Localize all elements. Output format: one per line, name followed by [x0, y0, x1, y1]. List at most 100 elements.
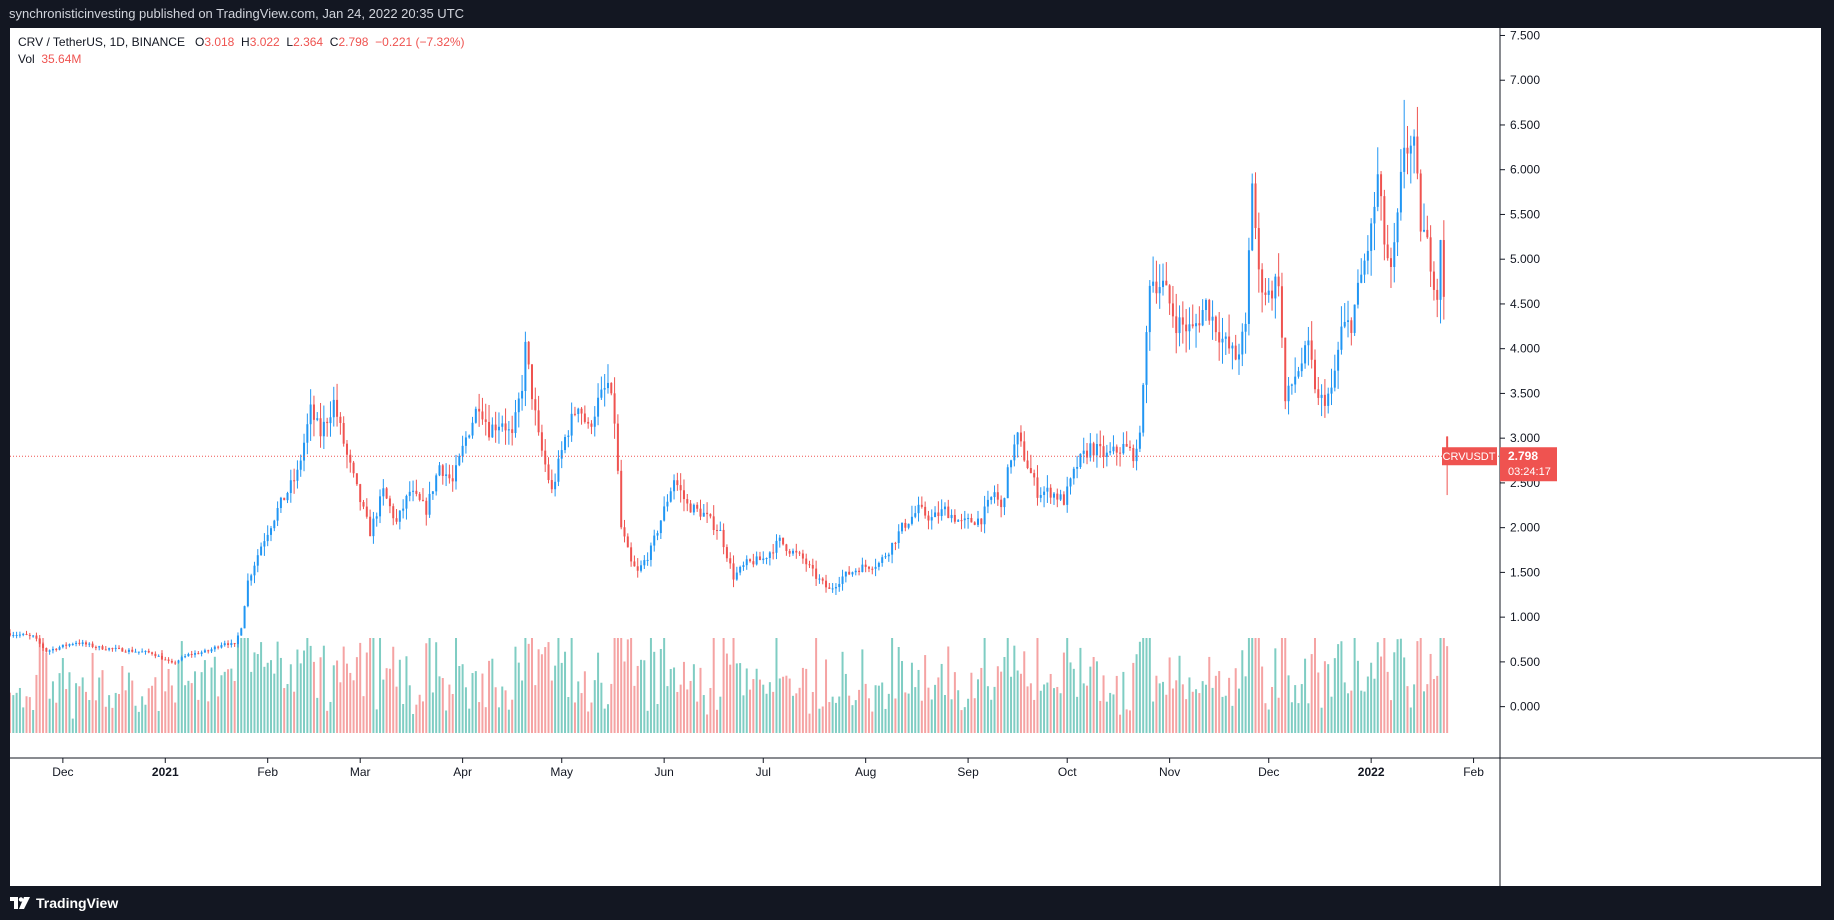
candle-body	[1330, 387, 1333, 394]
candle-body	[236, 635, 239, 645]
volume-bar	[1426, 684, 1429, 733]
volume-bar	[55, 702, 58, 733]
y-tick-label: 7.500	[1510, 28, 1540, 42]
volume-bar	[1132, 662, 1135, 733]
candle-body	[758, 556, 761, 561]
candle-body	[303, 442, 306, 461]
candle-body	[1297, 371, 1300, 377]
volume-bar	[1406, 686, 1409, 733]
volume-bar	[1099, 700, 1102, 733]
volume-bar	[402, 704, 405, 733]
candle-body	[818, 578, 821, 580]
y-tick-label: 6.000	[1510, 163, 1540, 177]
volume-bar	[867, 698, 870, 733]
candle-body	[438, 465, 441, 476]
candle-body	[825, 580, 828, 588]
volume-bar	[160, 650, 163, 733]
volume-bar	[540, 654, 543, 733]
candle-body	[256, 555, 259, 566]
candle-body	[653, 535, 656, 546]
volume-bar	[722, 638, 725, 733]
chart-frame[interactable]: 7.500 7.000 6.500 6.000 5.500 5.000 4.500 4.000…	[10, 28, 1821, 886]
volume-bar	[448, 684, 451, 733]
volume-bar	[504, 690, 507, 733]
candle-body	[577, 408, 580, 415]
candle-body	[1393, 242, 1396, 267]
candle-body	[1135, 448, 1138, 462]
candle-body	[468, 435, 471, 438]
candle-body	[48, 650, 51, 652]
candle-body	[461, 445, 464, 457]
volume-bar	[392, 646, 395, 733]
y-tick-label: 1.000	[1510, 610, 1540, 624]
candle-body	[914, 513, 917, 517]
volume-bar	[408, 685, 411, 733]
candle-body	[1033, 473, 1036, 478]
volume-bar	[51, 681, 54, 733]
candle-body	[81, 642, 84, 644]
candle-body	[1000, 499, 1003, 508]
candle-body	[18, 634, 21, 636]
volume-bar	[184, 685, 187, 733]
candle-body	[567, 435, 570, 438]
candle-body	[910, 516, 913, 524]
volume-bar	[418, 694, 421, 733]
volume-label[interactable]: Vol	[18, 52, 35, 66]
symbol-label[interactable]: CRV / TetherUS, 1D, BINANCE	[18, 35, 185, 49]
volume-bar	[299, 663, 302, 733]
candle-body	[1350, 320, 1353, 333]
volume-bar	[1003, 656, 1006, 733]
volume-bar	[1043, 684, 1046, 733]
volume-bar	[1310, 654, 1313, 733]
candle-body	[435, 475, 438, 492]
candle-body	[1125, 443, 1128, 447]
volume-bar	[293, 691, 296, 733]
candle-body	[973, 522, 976, 525]
volume-bar	[1138, 641, 1141, 733]
volume-bar	[1208, 656, 1211, 733]
candle-body	[894, 542, 897, 544]
candle-body	[1066, 486, 1069, 505]
volume-bar	[1432, 679, 1435, 733]
candle-body	[279, 497, 282, 509]
candle-body	[990, 497, 993, 500]
volume-bar	[1396, 639, 1399, 733]
volume-bar	[491, 658, 494, 733]
tradingview-logo[interactable]: TradingView	[10, 895, 118, 911]
candle-body	[540, 432, 543, 451]
volume-bar	[616, 638, 619, 733]
volume-bar	[1347, 693, 1350, 733]
candle-body	[1323, 394, 1326, 406]
volume-bar	[1016, 670, 1019, 733]
volume-bar	[289, 664, 292, 733]
volume-bar	[1095, 661, 1098, 733]
candle-body	[51, 648, 54, 651]
symbol-tag-text: CRVUSDT	[1443, 451, 1496, 463]
candle-body	[428, 493, 431, 515]
volume-bar	[303, 650, 306, 733]
volume-bar	[606, 704, 609, 733]
candle-body	[798, 552, 801, 554]
candle-body	[455, 465, 458, 482]
volume-bar	[312, 661, 315, 733]
candle-body	[108, 648, 111, 650]
volume-bar	[1026, 686, 1029, 733]
chart-canvas[interactable]: 7.500 7.000 6.500 6.000 5.500 5.000 4.500 4.000…	[10, 28, 1821, 886]
volume-bar	[1062, 652, 1065, 733]
candle-body	[210, 649, 213, 652]
volume-bar	[851, 705, 854, 733]
candle-body	[1039, 495, 1042, 498]
candle-body	[497, 426, 500, 431]
candle-body	[339, 416, 342, 423]
volume-bar	[164, 691, 167, 733]
volume-bar	[719, 696, 722, 733]
volume-bar	[316, 697, 319, 733]
volume-bar	[342, 646, 345, 733]
volume-bar	[372, 638, 375, 733]
volume-bar	[121, 666, 124, 733]
candle-body	[620, 470, 623, 528]
candle-body	[927, 515, 930, 521]
volume-bar	[88, 700, 91, 733]
candle-body	[263, 541, 266, 547]
candle-body	[1287, 385, 1290, 402]
